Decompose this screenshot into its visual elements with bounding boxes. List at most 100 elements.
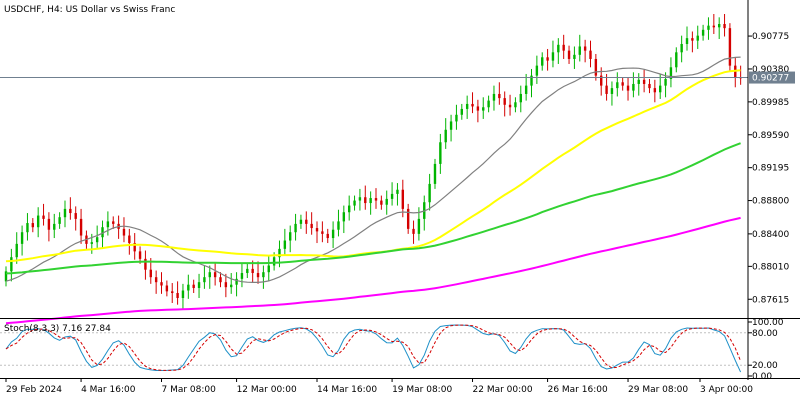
- stochastic-title: Stoch(8,3,3) 7.16 27.84: [4, 324, 111, 334]
- candle-body: [648, 83, 651, 89]
- time-tick-label: 29 Mar 08:00: [628, 385, 688, 395]
- time-axis: 29 Feb 2024 4 Mar 16:00 7 Mar 08:00 12 Mar …: [5, 378, 753, 395]
- candle-body: [417, 218, 421, 234]
- candle-body: [530, 75, 533, 86]
- candle-body: [664, 78, 667, 86]
- candle-body: [256, 273, 260, 278]
- candle-body: [187, 284, 190, 291]
- price-tick-label: 0.87615: [752, 295, 789, 305]
- candle-body: [482, 107, 485, 111]
- candle-body: [20, 232, 24, 244]
- time-tick-label: 29 Feb 2024: [6, 385, 62, 395]
- candle-body: [289, 232, 292, 241]
- candle-body: [101, 227, 104, 238]
- candle-body: [498, 93, 501, 99]
- candle-body: [321, 231, 324, 234]
- candle-body: [47, 218, 51, 230]
- candle-body: [610, 88, 614, 94]
- candle-body: [95, 237, 99, 243]
- candle-body: [600, 75, 603, 86]
- time-tick-label: 19 Mar 08:00: [392, 385, 452, 395]
- candle-body: [267, 265, 270, 273]
- candle-body: [272, 257, 276, 266]
- candle-body: [347, 205, 351, 213]
- candle-body: [106, 221, 110, 228]
- moving-average-line-200: [5, 216, 741, 325]
- candle-body: [696, 35, 699, 41]
- candle-body: [723, 23, 726, 29]
- candle-body: [192, 284, 195, 289]
- candle-body: [294, 223, 297, 233]
- candle-body: [251, 268, 254, 274]
- candle-body: [476, 106, 480, 111]
- price-tick-label: 0.88800: [752, 197, 789, 207]
- price-axis: 0.90775 0.90380 0.89985 0.89590 0.89195 0.888…: [0, 32, 795, 305]
- candle-body: [707, 25, 710, 30]
- candle-body: [396, 189, 399, 194]
- candle-body: [283, 240, 287, 249]
- time-tick-label: 14 Mar 16:00: [317, 385, 377, 395]
- candle-body: [230, 284, 233, 288]
- candle-body: [342, 212, 346, 222]
- candle-body: [551, 52, 555, 61]
- time-tick-label: 7 Mar 08:00: [162, 385, 217, 395]
- candle-body: [144, 258, 147, 270]
- candle-body: [524, 85, 528, 94]
- price-tick-label: 0.89195: [752, 164, 789, 174]
- candle-body: [605, 85, 608, 94]
- candle-body: [546, 57, 549, 61]
- chart-title: USDCHF, H4: US Dollar vs Swiss Franc: [4, 5, 175, 15]
- candle-body: [235, 278, 238, 285]
- candle-body: [728, 28, 732, 66]
- candle-body: [589, 50, 592, 59]
- candle-body: [535, 65, 539, 76]
- current-price-label: 0.90277: [752, 74, 789, 84]
- candle-body: [331, 229, 335, 239]
- candle-body: [31, 223, 35, 228]
- candle-body: [90, 242, 93, 244]
- moving-average-line-50: [5, 69, 741, 263]
- candle-body: [465, 103, 469, 109]
- candle-body: [208, 272, 211, 278]
- candle-body: [79, 218, 83, 236]
- candle-body: [616, 82, 619, 89]
- candle-body: [460, 108, 463, 115]
- candle-body: [315, 228, 319, 232]
- candle-body: [583, 46, 587, 51]
- candle-body: [128, 235, 131, 244]
- price-tick-label: 0.89590: [752, 131, 789, 141]
- candle-body: [514, 102, 517, 108]
- candle-body: [680, 43, 683, 53]
- price-tick-label: 0.88400: [752, 230, 789, 240]
- moving-average-line-20: [5, 56, 741, 283]
- candle-body: [632, 83, 635, 91]
- price-candles-group: [4, 13, 742, 310]
- candle-body: [369, 198, 372, 204]
- candle-body: [213, 272, 217, 278]
- candle-body: [541, 57, 544, 66]
- candle-body: [36, 215, 40, 228]
- candle-body: [26, 223, 29, 233]
- candle-body: [42, 215, 45, 219]
- candle-body: [374, 198, 378, 201]
- time-tick-label: 4 Mar 16:00: [81, 385, 136, 395]
- candle-body: [492, 93, 496, 101]
- candle-body: [246, 268, 249, 274]
- candle-body: [428, 183, 431, 203]
- candle-body: [621, 82, 624, 86]
- candle-body: [353, 200, 356, 206]
- candle-body: [449, 121, 453, 130]
- candle-body: [653, 88, 657, 93]
- candle-body: [358, 197, 362, 201]
- candle-body: [240, 273, 244, 279]
- candle-body: [4, 271, 8, 282]
- candle-body: [626, 85, 630, 91]
- candle-body: [594, 58, 598, 76]
- candle-body: [10, 257, 13, 272]
- candle-body: [567, 50, 571, 59]
- candle-body: [385, 198, 388, 205]
- candle-body: [401, 189, 405, 209]
- candle-body: [278, 248, 281, 258]
